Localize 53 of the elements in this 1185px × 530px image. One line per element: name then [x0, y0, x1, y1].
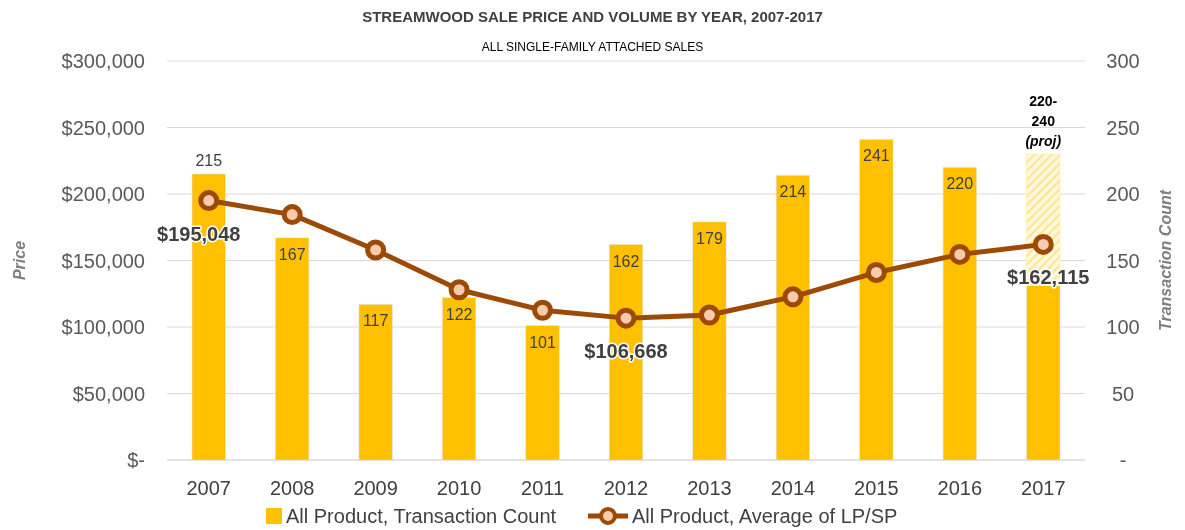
x-tick-label: 2009 — [353, 477, 398, 499]
chart-subtitle: ALL SINGLE-FAMILY ATTACHED SALES — [481, 40, 704, 54]
legend-label: All Product, Transaction Count — [286, 505, 557, 527]
y2-tick-label: 300 — [1106, 50, 1140, 72]
data-label: 214 — [779, 183, 807, 201]
point — [1032, 233, 1054, 255]
x-tick-label: 2011 — [521, 477, 565, 499]
point — [281, 204, 303, 226]
x-tick-label: 2013 — [687, 477, 732, 499]
y2-axis-title: Transaction Count — [1157, 189, 1174, 332]
x-tick-label: 2017 — [1021, 477, 1066, 499]
data-label: 117 — [362, 312, 389, 330]
x-tick-label: 2015 — [854, 477, 899, 499]
point — [782, 286, 804, 308]
y-tick-label: $250,000 — [61, 116, 145, 139]
point — [615, 307, 637, 329]
data-label: 122 — [445, 305, 473, 323]
y-tick-label: $300,000 — [61, 50, 145, 72]
y-tick-label: $200,000 — [61, 183, 145, 205]
data-label: 179 — [696, 229, 723, 247]
data-label: 220 — [946, 175, 974, 193]
x-tick-label: 2008 — [269, 477, 315, 499]
point — [198, 190, 220, 212]
data-label: 241 — [863, 147, 890, 165]
y-axis-title: Price — [11, 240, 28, 281]
y2-tick-label: 150 — [1106, 249, 1140, 272]
x-tick-label: 2012 — [603, 477, 649, 499]
point — [698, 304, 720, 326]
chart-title: STREAMWOOD SALE PRICE AND VOLUME BY YEAR, 2007-2017 — [362, 8, 823, 25]
x-tick-label: 2007 — [186, 477, 231, 499]
data-label: 162 — [612, 252, 640, 270]
y-tick-label: $100,000 — [61, 316, 145, 338]
point — [448, 279, 470, 301]
point — [365, 239, 387, 261]
y-tick-label: $- — [127, 449, 145, 471]
data-label: 215 — [195, 152, 223, 170]
x-tick-label: 2014 — [770, 477, 816, 499]
y2-tick-label: - — [1119, 449, 1127, 471]
x-tick-label: 2010 — [436, 477, 482, 499]
y2-tick-label: 100 — [1106, 316, 1140, 338]
y2-tick-label: 200 — [1106, 183, 1140, 205]
x-tick-label: 2016 — [937, 477, 983, 499]
data-label: 220-240 (proj) — [1025, 93, 1062, 150]
data-label: 167 — [278, 245, 306, 263]
point — [865, 261, 887, 283]
point — [949, 243, 971, 265]
y2-tick-label: 250 — [1106, 116, 1140, 139]
y-tick-label: $150,000 — [61, 249, 145, 272]
y2-tick-label: 50 — [1111, 382, 1135, 405]
legend-label: All Product, Average of LP/SP — [632, 505, 898, 527]
data-label: 101 — [529, 333, 556, 351]
point — [532, 299, 554, 321]
y-tick-label: $50,000 — [72, 382, 145, 405]
